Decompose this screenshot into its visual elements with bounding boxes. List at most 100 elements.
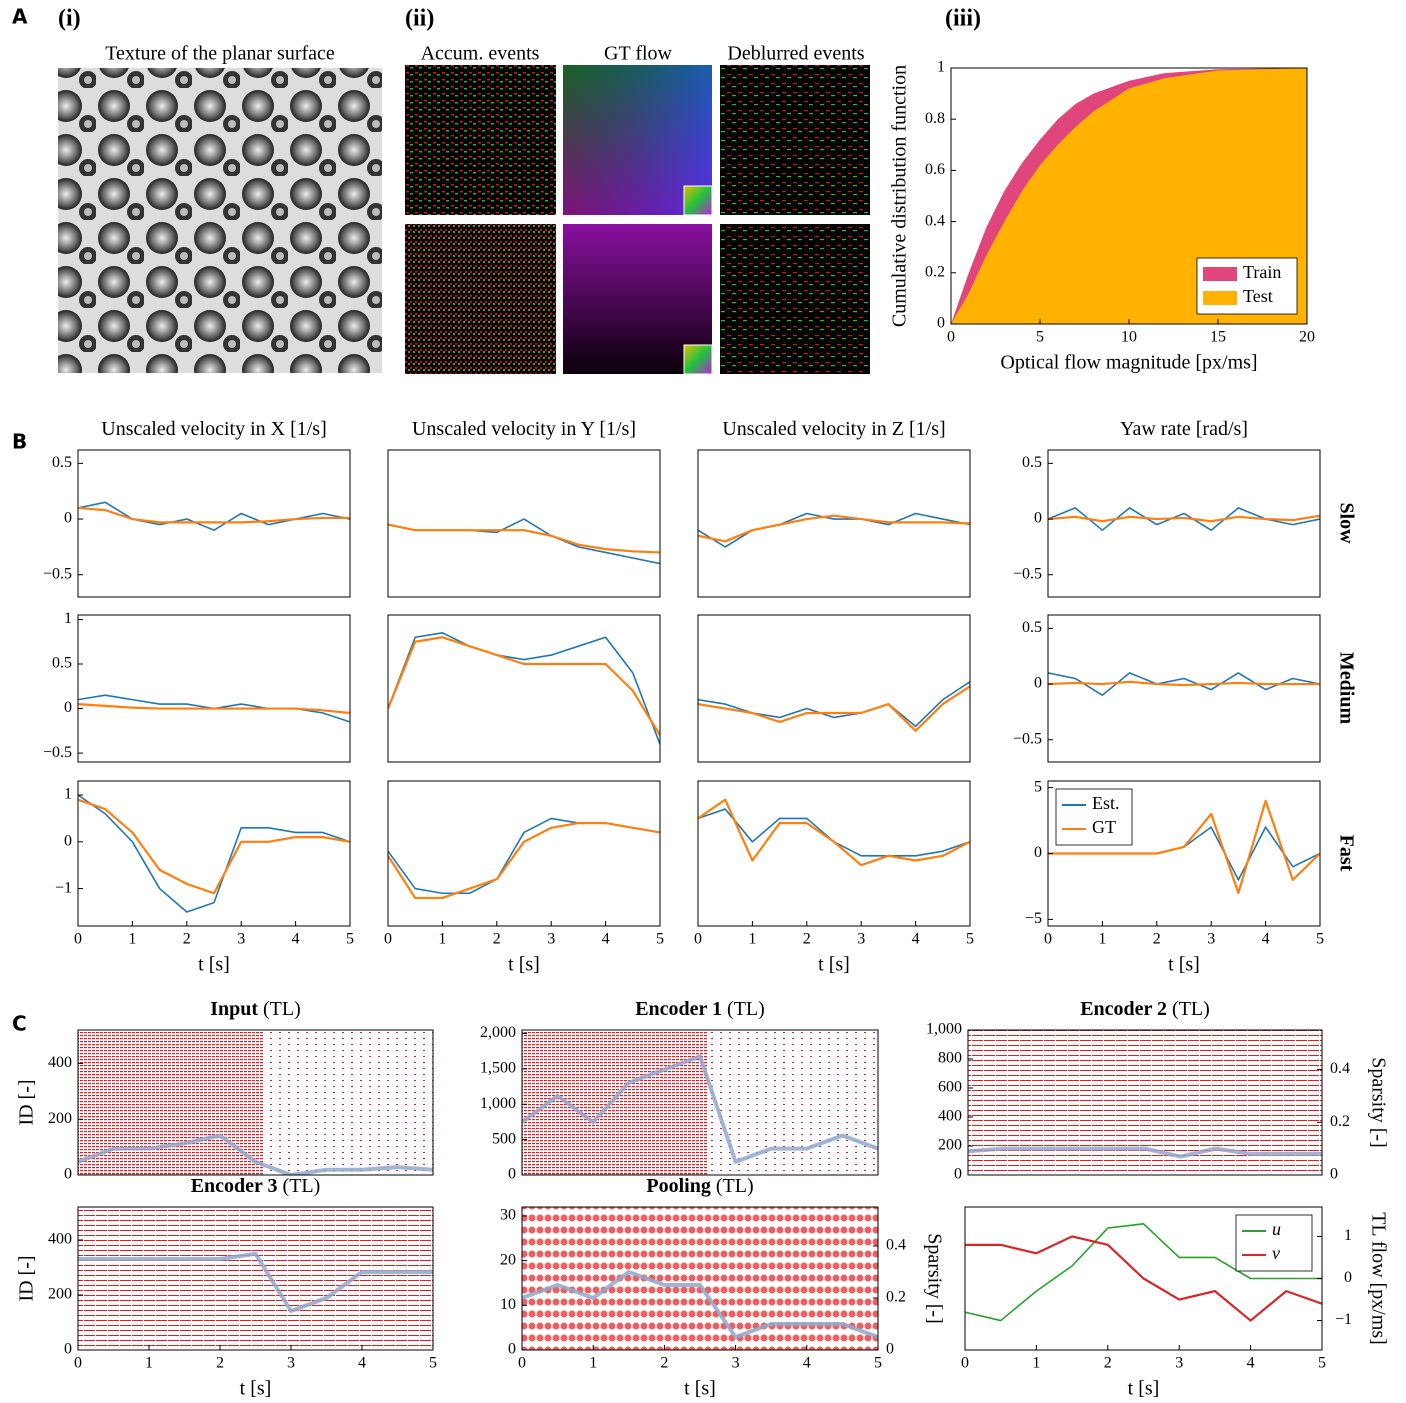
x-tick-label: 3 xyxy=(237,931,245,948)
x-tick-label: 5 xyxy=(874,1355,882,1372)
x-tick-label: 2 xyxy=(183,931,191,948)
title-main: Pooling xyxy=(646,1175,710,1197)
plot-area xyxy=(968,1146,1322,1159)
x-tick-label: 4 xyxy=(803,1355,811,1372)
y-tick-label: 1 xyxy=(64,786,72,803)
axes-frame xyxy=(967,1029,1323,1176)
image-title: Texture of the planar surface xyxy=(105,43,335,65)
title-main: Unscaled velocity in Y [1/s] xyxy=(412,418,636,440)
image-title: GT flow xyxy=(604,43,673,65)
plot-area xyxy=(522,1270,878,1339)
y-tick-label: −1 xyxy=(55,879,72,896)
line xyxy=(698,798,970,867)
legend-label: u xyxy=(1272,1219,1281,1239)
x-tick-label: 15 xyxy=(1210,329,1226,346)
chart-title: Unscaled velocity in X [1/s] xyxy=(101,418,327,440)
sub-label: (ii) xyxy=(405,6,434,32)
plot-area xyxy=(698,681,970,732)
y-tick-label: 0 xyxy=(64,699,72,716)
title-main: Yaw rate [rad/s] xyxy=(1120,418,1248,440)
image-title: Accum. events xyxy=(421,43,540,65)
y-tick-label: 0 xyxy=(64,510,72,527)
y-tick-label: 200 xyxy=(938,1137,962,1154)
y-tick-label: −0.5 xyxy=(1013,730,1042,747)
legend-label: GT xyxy=(1092,817,1116,837)
x-tick-label: 0 xyxy=(961,1355,969,1372)
legend-label: Test xyxy=(1243,286,1273,306)
y-tick-label: −5 xyxy=(1025,910,1042,927)
x-tick-label: 5 xyxy=(346,931,354,948)
plot-area xyxy=(78,501,350,531)
y-tick-label: 0 xyxy=(1034,844,1042,861)
x-tick-label: 0 xyxy=(947,329,955,346)
plot-area xyxy=(1048,507,1320,531)
title-sub: (TL) xyxy=(283,1175,321,1197)
title-main: Unscaled velocity in Z [1/s] xyxy=(722,418,945,440)
y-tick-label: 0.2 xyxy=(925,263,945,280)
x-tick-label: 5 xyxy=(966,931,974,948)
color-wheel xyxy=(683,344,713,375)
row-label: Medium xyxy=(1335,652,1357,725)
raster xyxy=(707,1030,878,1175)
y-tick-label: 0 xyxy=(508,1166,516,1183)
axes-frame xyxy=(521,1206,879,1351)
raster xyxy=(522,1030,707,1175)
line xyxy=(698,681,970,728)
y-tick-label: 0 xyxy=(954,1166,962,1183)
y-tick-label: 0.4 xyxy=(925,212,945,229)
x-tick-label: 5 xyxy=(429,1355,437,1372)
plot-area xyxy=(698,512,970,548)
y-tick-label: 2,000 xyxy=(480,1024,516,1041)
legend-swatch xyxy=(1203,267,1237,281)
image-title: Deblurred events xyxy=(727,43,864,65)
x-tick-label: 3 xyxy=(547,931,555,948)
row-label: Fast xyxy=(1335,835,1357,872)
x-tick-label: 1 xyxy=(438,931,446,948)
y-tick-label: 0 xyxy=(64,832,72,849)
x-tick-label: 4 xyxy=(292,931,300,948)
line xyxy=(78,501,350,531)
plot-area xyxy=(78,694,350,723)
chart-title: Unscaled velocity in Z [1/s] xyxy=(722,418,945,440)
axes-frame xyxy=(387,780,661,927)
x-tick-label: 20 xyxy=(1299,329,1315,346)
chart-title: Pooling (TL) xyxy=(646,1175,753,1197)
line xyxy=(388,821,660,900)
title-main: Unscaled velocity in X [1/s] xyxy=(101,418,327,440)
y-tick-label: 1,000 xyxy=(480,1095,516,1112)
line xyxy=(965,1223,1322,1322)
x-tick-label: 1 xyxy=(1098,931,1106,948)
x-tick-label: 5 xyxy=(1316,931,1324,948)
deblurred-image xyxy=(720,224,870,374)
texture-image xyxy=(58,68,382,373)
chart-title: Encoder 1 (TL) xyxy=(635,998,765,1020)
axes-frame xyxy=(697,614,971,763)
sparsity-line xyxy=(78,1133,433,1175)
y-tick-label: −0.5 xyxy=(43,744,72,761)
line xyxy=(78,506,350,524)
x-tick-label: 1 xyxy=(589,1355,597,1372)
line xyxy=(698,685,970,732)
y-tick-label: 0 xyxy=(937,315,945,332)
line xyxy=(388,518,660,565)
y-axis-label: TL flow [px/ms] xyxy=(1367,1212,1389,1345)
line xyxy=(1048,799,1320,895)
axes-frame xyxy=(77,449,351,598)
sparsity-line xyxy=(522,1270,878,1339)
plot-area xyxy=(965,1223,1322,1322)
line xyxy=(1048,514,1320,523)
x-axis-label: Optical flow magnitude [px/ms] xyxy=(1000,352,1257,374)
x-tick-label: 0 xyxy=(1044,931,1052,948)
y-axis-label: ID [-] xyxy=(16,1079,38,1125)
panel-label: C xyxy=(12,1012,27,1036)
chart-title: Unscaled velocity in Y [1/s] xyxy=(412,418,636,440)
line xyxy=(388,636,660,736)
chart-title: Encoder 3 (TL) xyxy=(191,1175,321,1197)
plot-area xyxy=(78,794,350,913)
x-axis-label: t [s] xyxy=(240,1378,272,1400)
line xyxy=(388,817,660,895)
plot-area xyxy=(1048,672,1320,696)
plot-area xyxy=(1048,799,1320,895)
axes-frame xyxy=(77,1029,434,1176)
chart-title: Input (TL) xyxy=(210,998,301,1020)
